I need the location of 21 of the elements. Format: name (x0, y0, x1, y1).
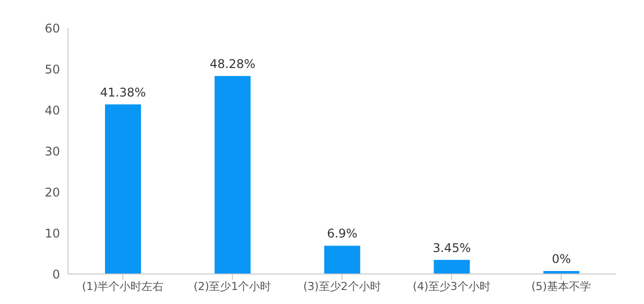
y-tick-label: 50 (44, 62, 60, 76)
x-tick-label: (1)半个小时左右 (82, 280, 164, 293)
y-tick-label: 60 (44, 21, 60, 36)
data-label: 3.45% (432, 240, 471, 255)
data-label: 6.9% (326, 226, 358, 241)
y-tick-label: 30 (44, 144, 60, 158)
x-tick-label: (3)至少2个小时 (303, 280, 381, 293)
y-tick-label: 10 (44, 226, 60, 240)
x-tick-label: (2)至少1个小时 (194, 280, 272, 293)
x-tick-label: (5)基本不学 (531, 280, 591, 293)
y-tick-label: 20 (44, 185, 60, 200)
y-tick-label: 40 (44, 103, 60, 118)
data-label: 48.28% (210, 57, 256, 72)
bar (434, 260, 470, 274)
bar (214, 76, 251, 274)
data-label: 41.38% (100, 85, 146, 100)
bar (324, 246, 360, 274)
bar (105, 104, 141, 274)
x-tick-label: (4)至少3个小时 (412, 280, 490, 293)
y-tick-label: 0 (52, 267, 60, 282)
data-label: 0% (552, 252, 571, 266)
